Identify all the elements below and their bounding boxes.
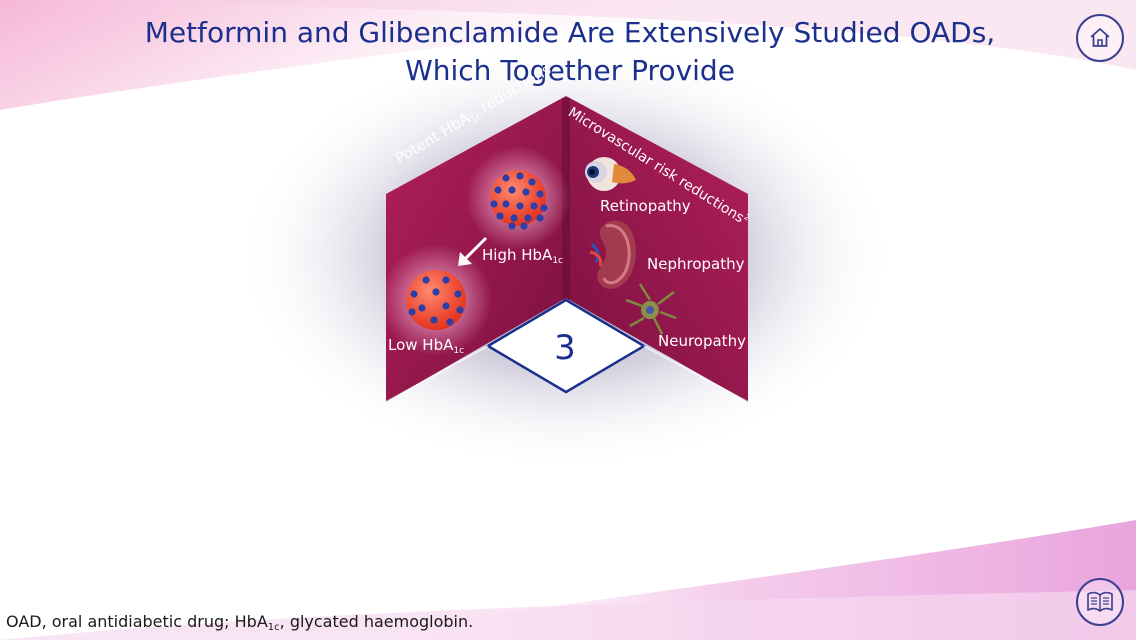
neuropathy-label: Neuropathy — [658, 332, 746, 350]
low-hba1c-label: Low HbA1c — [388, 336, 464, 356]
book-icon — [1087, 591, 1113, 612]
page-title-line-2: Which Together Provide — [405, 54, 735, 87]
high-hba1c-subscript: 1c — [552, 256, 563, 266]
blood-cell-icon — [406, 270, 466, 330]
page-title: Metformin and Glibenclamide Are Extensiv… — [120, 14, 1020, 90]
home-icon — [1090, 28, 1110, 47]
kidney-icon — [589, 220, 636, 289]
eye-icon — [585, 157, 636, 191]
retinopathy-label: Retinopathy — [600, 197, 691, 215]
references-button[interactable] — [1076, 578, 1124, 626]
footnote-text-end: , glycated haemoglobin. — [279, 612, 474, 631]
high-hba1c-label: High HbA1c — [482, 246, 563, 266]
center-number: 3 — [554, 328, 576, 368]
page-title-line-1: Metformin and Glibenclamide Are Extensiv… — [144, 16, 996, 49]
high-hba1c-text: High HbA — [482, 246, 553, 264]
footnote-subscript: 1c — [267, 622, 280, 633]
footnote: OAD, oral antidiabetic drug; HbA1c, glyc… — [6, 612, 473, 633]
nephropathy-label: Nephropathy — [647, 255, 745, 273]
footnote-text: OAD, oral antidiabetic drug; HbA — [6, 612, 268, 631]
low-hba1c-text: Low HbA — [388, 336, 454, 354]
blood-cell-icon — [490, 170, 548, 230]
home-button[interactable] — [1076, 14, 1124, 62]
low-hba1c-subscript: 1c — [453, 346, 465, 356]
neuron-icon — [625, 283, 677, 335]
